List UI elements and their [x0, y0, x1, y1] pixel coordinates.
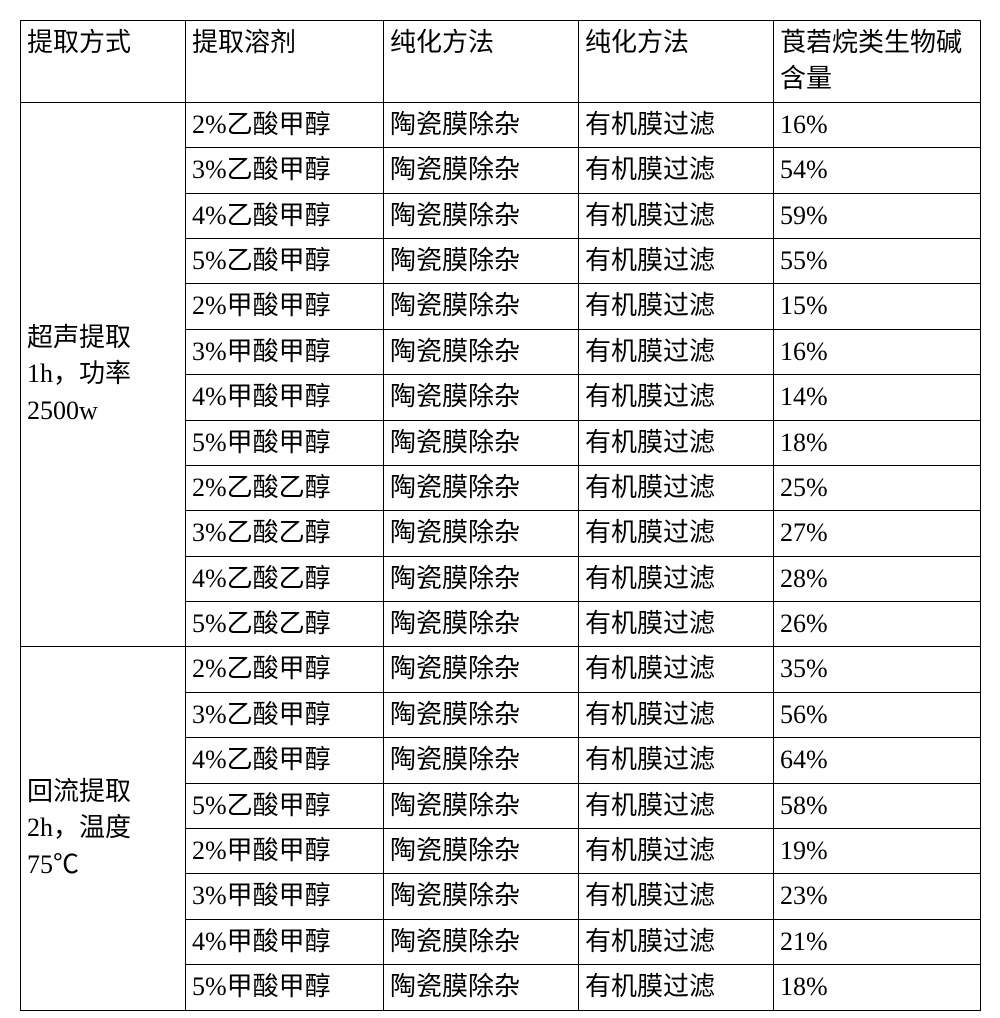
col-header-solvent: 提取溶剂 — [186, 21, 384, 103]
cell-content: 28% — [774, 556, 981, 601]
cell-purify-1: 陶瓷膜除杂 — [384, 647, 579, 692]
cell-purify-1: 陶瓷膜除杂 — [384, 375, 579, 420]
cell-solvent: 2%乙酸甲醇 — [186, 102, 384, 147]
cell-purify-1: 陶瓷膜除杂 — [384, 465, 579, 510]
cell-content: 35% — [774, 647, 981, 692]
cell-purify-2: 有机膜过滤 — [579, 783, 774, 828]
cell-content: 55% — [774, 238, 981, 283]
cell-solvent: 5%乙酸甲醇 — [186, 783, 384, 828]
method-cell-reflux: 回流提取2h，温度75℃ — [21, 647, 186, 1010]
cell-purify-2: 有机膜过滤 — [579, 193, 774, 238]
cell-purify-1: 陶瓷膜除杂 — [384, 829, 579, 874]
cell-purify-1: 陶瓷膜除杂 — [384, 148, 579, 193]
table-body: 超声提取1h，功率2500w 2%乙酸甲醇 陶瓷膜除杂 有机膜过滤 16% 3%… — [21, 102, 981, 1010]
cell-purify-1: 陶瓷膜除杂 — [384, 602, 579, 647]
cell-solvent: 3%甲酸甲醇 — [186, 329, 384, 374]
cell-content: 58% — [774, 783, 981, 828]
cell-solvent: 2%甲酸甲醇 — [186, 829, 384, 874]
cell-purify-2: 有机膜过滤 — [579, 919, 774, 964]
cell-purify-1: 陶瓷膜除杂 — [384, 738, 579, 783]
cell-solvent: 4%乙酸甲醇 — [186, 193, 384, 238]
cell-purify-1: 陶瓷膜除杂 — [384, 874, 579, 919]
cell-content: 64% — [774, 738, 981, 783]
cell-purify-1: 陶瓷膜除杂 — [384, 238, 579, 283]
cell-purify-2: 有机膜过滤 — [579, 238, 774, 283]
cell-content: 25% — [774, 465, 981, 510]
cell-purify-2: 有机膜过滤 — [579, 329, 774, 374]
cell-purify-2: 有机膜过滤 — [579, 692, 774, 737]
cell-solvent: 2%乙酸乙醇 — [186, 465, 384, 510]
method-cell-ultrasonic: 超声提取1h，功率2500w — [21, 102, 186, 647]
cell-solvent: 5%乙酸乙醇 — [186, 602, 384, 647]
cell-solvent: 5%甲酸甲醇 — [186, 420, 384, 465]
cell-solvent: 3%乙酸甲醇 — [186, 692, 384, 737]
cell-solvent: 2%甲酸甲醇 — [186, 284, 384, 329]
cell-purify-2: 有机膜过滤 — [579, 647, 774, 692]
cell-solvent: 5%乙酸甲醇 — [186, 238, 384, 283]
cell-content: 59% — [774, 193, 981, 238]
extraction-table: 提取方式 提取溶剂 纯化方法 纯化方法 莨菪烷类生物碱含量 超声提取1h，功率2… — [20, 20, 981, 1011]
cell-content: 14% — [774, 375, 981, 420]
cell-solvent: 2%乙酸甲醇 — [186, 647, 384, 692]
cell-purify-2: 有机膜过滤 — [579, 738, 774, 783]
cell-content: 16% — [774, 102, 981, 147]
cell-purify-2: 有机膜过滤 — [579, 375, 774, 420]
table-row: 超声提取1h，功率2500w 2%乙酸甲醇 陶瓷膜除杂 有机膜过滤 16% — [21, 102, 981, 147]
table-header-row: 提取方式 提取溶剂 纯化方法 纯化方法 莨菪烷类生物碱含量 — [21, 21, 981, 103]
cell-content: 19% — [774, 829, 981, 874]
col-header-purify-1: 纯化方法 — [384, 21, 579, 103]
cell-purify-2: 有机膜过滤 — [579, 465, 774, 510]
cell-content: 27% — [774, 511, 981, 556]
cell-content: 54% — [774, 148, 981, 193]
cell-purify-1: 陶瓷膜除杂 — [384, 692, 579, 737]
cell-purify-2: 有机膜过滤 — [579, 874, 774, 919]
cell-solvent: 3%乙酸乙醇 — [186, 511, 384, 556]
cell-solvent: 3%甲酸甲醇 — [186, 874, 384, 919]
cell-purify-2: 有机膜过滤 — [579, 965, 774, 1010]
table-row: 回流提取2h，温度75℃ 2%乙酸甲醇 陶瓷膜除杂 有机膜过滤 35% — [21, 647, 981, 692]
cell-content: 18% — [774, 420, 981, 465]
cell-solvent: 5%甲酸甲醇 — [186, 965, 384, 1010]
cell-solvent: 3%乙酸甲醇 — [186, 148, 384, 193]
cell-purify-1: 陶瓷膜除杂 — [384, 102, 579, 147]
cell-solvent: 4%甲酸甲醇 — [186, 919, 384, 964]
cell-purify-1: 陶瓷膜除杂 — [384, 783, 579, 828]
cell-purify-2: 有机膜过滤 — [579, 420, 774, 465]
cell-purify-1: 陶瓷膜除杂 — [384, 193, 579, 238]
cell-purify-1: 陶瓷膜除杂 — [384, 919, 579, 964]
cell-purify-1: 陶瓷膜除杂 — [384, 965, 579, 1010]
cell-purify-2: 有机膜过滤 — [579, 148, 774, 193]
cell-purify-2: 有机膜过滤 — [579, 102, 774, 147]
cell-content: 18% — [774, 965, 981, 1010]
cell-purify-2: 有机膜过滤 — [579, 511, 774, 556]
cell-purify-1: 陶瓷膜除杂 — [384, 284, 579, 329]
cell-purify-2: 有机膜过滤 — [579, 284, 774, 329]
cell-content: 16% — [774, 329, 981, 374]
cell-solvent: 4%乙酸乙醇 — [186, 556, 384, 601]
col-header-method: 提取方式 — [21, 21, 186, 103]
cell-solvent: 4%甲酸甲醇 — [186, 375, 384, 420]
cell-content: 23% — [774, 874, 981, 919]
cell-purify-2: 有机膜过滤 — [579, 556, 774, 601]
cell-content: 21% — [774, 919, 981, 964]
cell-solvent: 4%乙酸甲醇 — [186, 738, 384, 783]
col-header-purify-2: 纯化方法 — [579, 21, 774, 103]
cell-purify-2: 有机膜过滤 — [579, 829, 774, 874]
cell-content: 26% — [774, 602, 981, 647]
cell-purify-1: 陶瓷膜除杂 — [384, 420, 579, 465]
cell-purify-2: 有机膜过滤 — [579, 602, 774, 647]
cell-content: 15% — [774, 284, 981, 329]
cell-purify-1: 陶瓷膜除杂 — [384, 556, 579, 601]
cell-purify-1: 陶瓷膜除杂 — [384, 511, 579, 556]
cell-content: 56% — [774, 692, 981, 737]
cell-purify-1: 陶瓷膜除杂 — [384, 329, 579, 374]
col-header-content: 莨菪烷类生物碱含量 — [774, 21, 981, 103]
